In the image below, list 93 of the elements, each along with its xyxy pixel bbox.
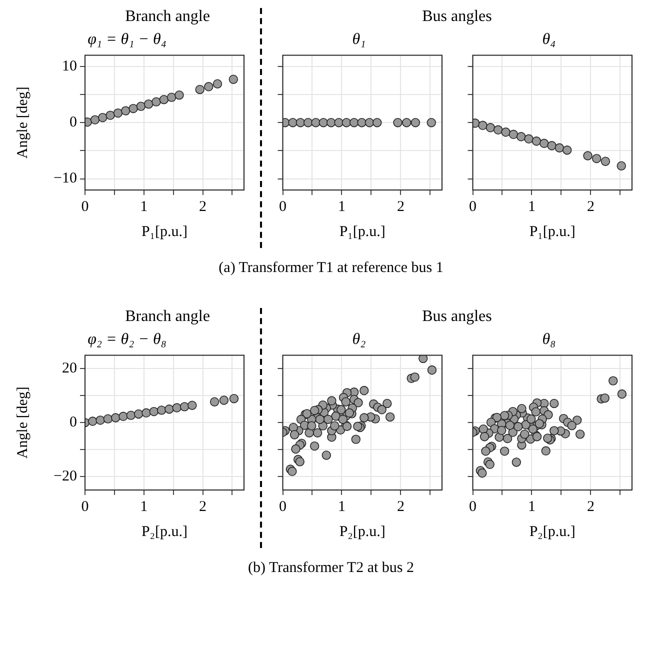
point — [118, 412, 128, 421]
point — [583, 151, 592, 160]
x-tick-label: 2 — [199, 198, 207, 215]
x-tick-label: 2 — [396, 498, 404, 515]
point — [113, 108, 123, 118]
point — [486, 123, 496, 132]
x-tick-label: 0 — [81, 498, 89, 515]
chart-subtitle: Branch angle — [124, 8, 211, 26]
point — [128, 104, 138, 114]
point — [494, 125, 503, 134]
point — [166, 92, 176, 102]
chart-title: φ₂ = θ₂ − θ₈ — [88, 330, 166, 348]
point — [106, 110, 115, 120]
x-tick-label: 2 — [586, 198, 594, 215]
x-tick-label: 1 — [140, 498, 148, 515]
chart-subtitle: Bus angles — [421, 308, 493, 326]
x-axis-title: P₂[p.u.] — [141, 524, 188, 540]
point — [111, 413, 120, 422]
point — [562, 146, 572, 155]
x-tick-label: 2 — [396, 198, 404, 215]
point — [540, 138, 549, 148]
point — [219, 396, 229, 405]
point — [212, 79, 222, 88]
point — [554, 143, 564, 152]
y-tick-label: 0 — [70, 414, 77, 431]
point — [508, 130, 518, 139]
point — [159, 94, 169, 104]
point — [532, 136, 542, 146]
point — [188, 400, 197, 410]
point — [98, 112, 108, 122]
point — [501, 128, 510, 137]
x-axis-title: P₁[p.u.] — [339, 224, 386, 240]
y-tick-label: −10 — [54, 170, 77, 187]
point — [144, 99, 154, 109]
point — [229, 394, 239, 404]
x-tick-label: 1 — [338, 498, 346, 515]
x-tick-label: 2 — [199, 498, 207, 515]
point — [592, 154, 602, 164]
point — [149, 406, 158, 416]
point — [547, 141, 556, 150]
point — [103, 414, 113, 424]
y-tick-label: −20 — [54, 468, 77, 484]
chart-title: φ₁ = θ₁ − θ₄ — [88, 30, 166, 48]
point — [180, 402, 190, 412]
point — [142, 408, 151, 418]
point — [616, 161, 626, 170]
chart-title: θ₁ — [352, 30, 366, 48]
point — [126, 410, 136, 420]
y-axis-title: Angle [deg] — [14, 386, 31, 459]
point — [478, 120, 488, 130]
y-axis-title: Angle [deg] — [14, 86, 31, 159]
point — [88, 416, 98, 426]
point — [134, 409, 144, 419]
chart-subtitle: Branch angle — [124, 308, 211, 326]
point — [174, 90, 184, 100]
chart-title: θ₄ — [542, 30, 556, 48]
point — [164, 404, 174, 414]
point — [156, 406, 166, 415]
x-tick-label: 1 — [338, 198, 346, 215]
chart-subtitle: Bus angles — [421, 8, 493, 26]
point — [172, 403, 182, 412]
point — [516, 132, 526, 142]
x-tick-label: 0 — [279, 498, 286, 515]
x-axis-title: P₁[p.u.] — [529, 224, 576, 240]
y-tick-label: 20 — [62, 360, 77, 377]
y-tick-label: 10 — [62, 58, 77, 74]
point — [96, 416, 105, 425]
x-tick-label: 0 — [279, 198, 286, 215]
point — [524, 134, 534, 144]
point — [136, 102, 146, 111]
x-axis-title: P₂[p.u.] — [529, 524, 576, 540]
point — [210, 397, 220, 406]
chart-title: θ₈ — [542, 330, 556, 348]
point — [90, 115, 100, 124]
point — [121, 106, 130, 116]
point — [204, 82, 214, 92]
x-tick-label: 1 — [140, 198, 148, 215]
x-tick-label: 1 — [528, 198, 536, 215]
y-tick-label: 0 — [70, 114, 77, 131]
x-tick-label: 2 — [586, 498, 594, 515]
x-tick-label: 0 — [469, 498, 476, 515]
point — [228, 74, 238, 84]
text: (a) Transformer T1 at reference bus 1 — [218, 260, 444, 277]
point — [152, 97, 161, 106]
x-tick-label: 0 — [469, 198, 476, 215]
x-axis-title: P₁[p.u.] — [141, 224, 188, 240]
point — [600, 156, 610, 166]
point — [195, 84, 204, 94]
x-tick-label: 0 — [81, 198, 89, 215]
x-axis-title: P₂[p.u.] — [339, 524, 386, 540]
text: (b) Transformer T2 at bus 2 — [247, 560, 415, 577]
x-tick-label: 1 — [528, 498, 536, 515]
chart-title: θ₂ — [352, 330, 366, 348]
